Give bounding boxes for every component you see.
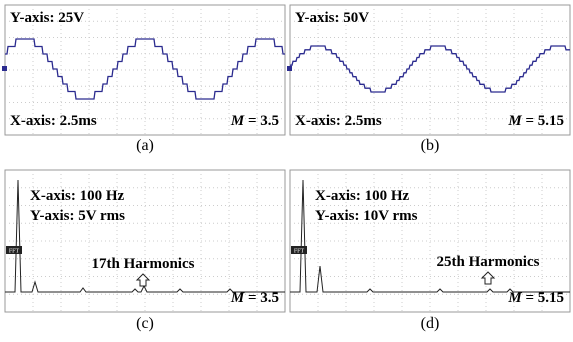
caption: (a) <box>136 137 154 154</box>
annotation: 17th Harmonics <box>92 256 195 272</box>
fft-marker: FFT <box>9 249 20 255</box>
y-axis-scale: Y-axis: 5V rms <box>30 208 125 224</box>
x-axis-scale: X-axis: 2.5ms <box>295 113 382 129</box>
annotation: 25th Harmonics <box>437 254 540 270</box>
m-value: = 5.15 <box>525 113 564 129</box>
caption: (b) <box>421 137 440 154</box>
caption: (d) <box>421 315 440 332</box>
fft-marker: FFT <box>294 249 305 255</box>
x-axis-scale: X-axis: 100 Hz <box>30 188 124 204</box>
m-value: = 3.5 <box>248 113 279 129</box>
ground-marker <box>287 66 292 71</box>
m-symbol: M <box>230 113 245 129</box>
x-axis-scale: X-axis: 100 Hz <box>315 188 409 204</box>
modulation-index: M = 3.5 <box>230 113 279 129</box>
y-axis-scale: Y-axis: 25V <box>10 10 84 26</box>
caption: (c) <box>136 315 154 332</box>
y-axis-scale: Y-axis: 50V <box>295 10 369 26</box>
figure: (a) M = 3.5 Y-axis: 25V X-axis: 2.5ms (b) M =… <box>0 0 573 342</box>
y-axis-scale: Y-axis: 10V rms <box>315 208 418 224</box>
x-axis-scale: X-axis: 2.5ms <box>10 113 97 129</box>
modulation-index: M = 5.15 <box>507 113 564 129</box>
m-symbol: M <box>507 113 522 129</box>
ground-marker <box>2 66 7 71</box>
